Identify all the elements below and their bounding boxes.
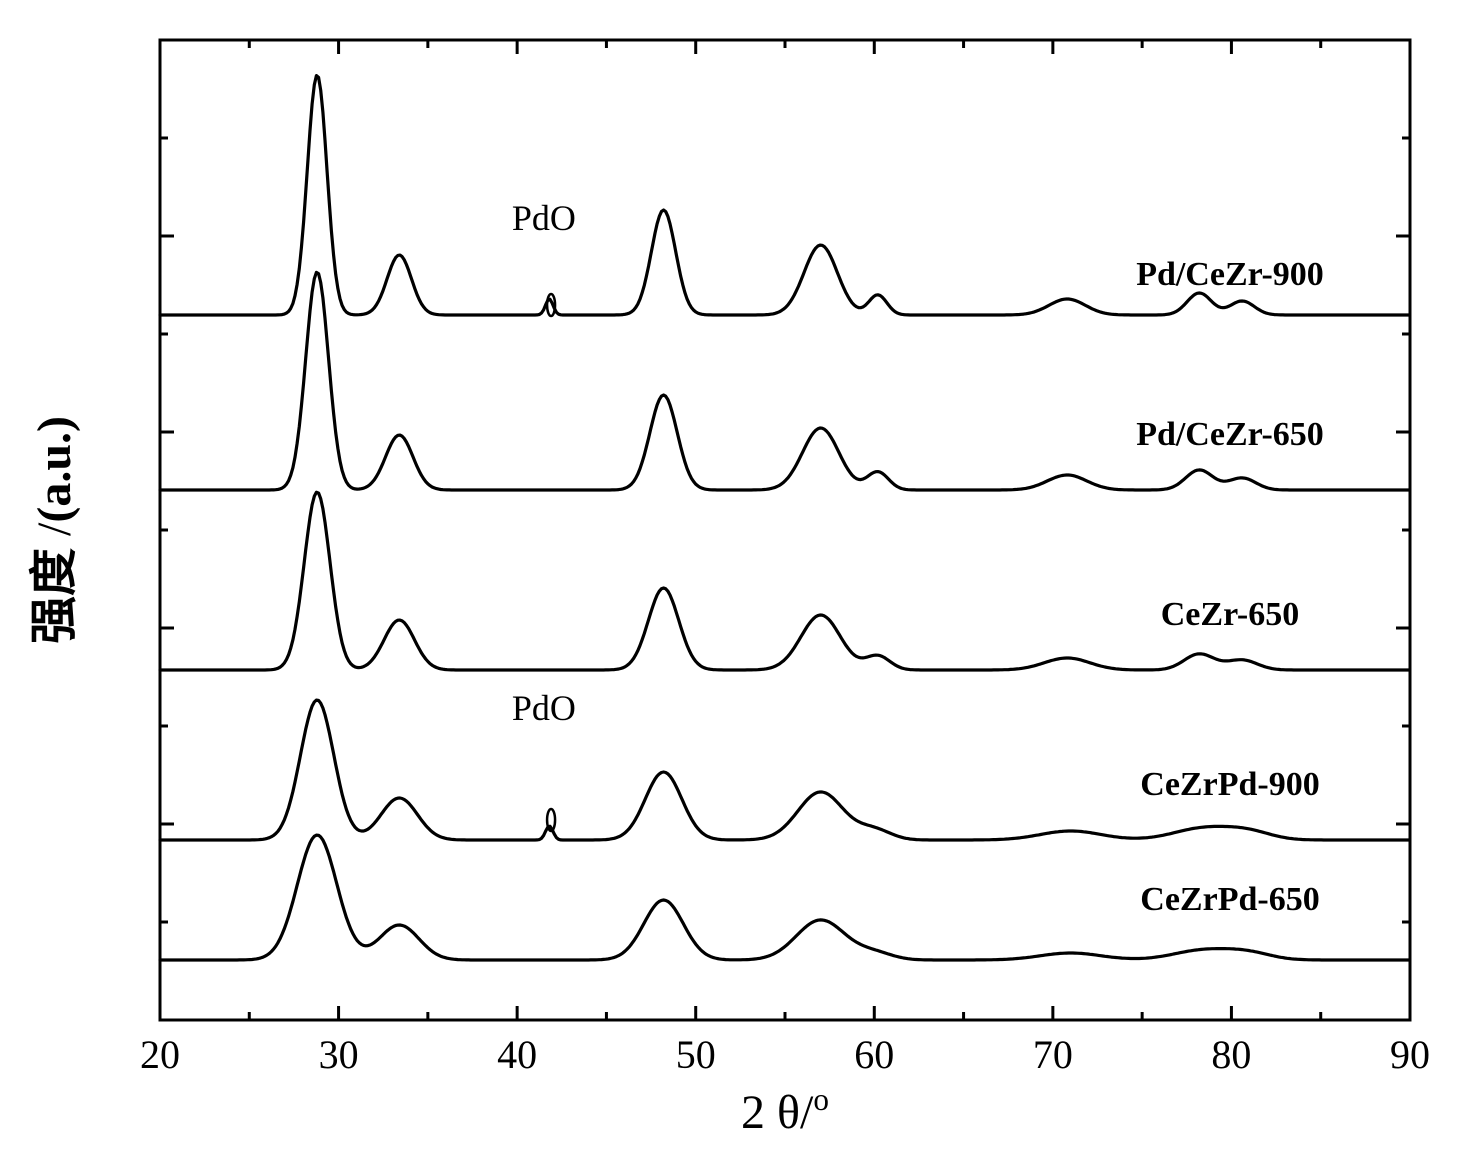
y-axis-title: 强度 /(a.u.) bbox=[28, 416, 81, 644]
x-tick-label: 40 bbox=[497, 1032, 537, 1077]
chart-svg: 20304050607080902 θ/o强度 /(a.u.)CeZrPd-65… bbox=[0, 0, 1468, 1164]
annotation-pdo: PdO bbox=[512, 198, 576, 238]
x-tick-label: 90 bbox=[1390, 1032, 1430, 1077]
series-label: CeZrPd-650 bbox=[1140, 881, 1319, 918]
series-label: Pd/CeZr-900 bbox=[1136, 256, 1324, 293]
series-label: CeZrPd-900 bbox=[1140, 766, 1319, 803]
x-tick-label: 30 bbox=[319, 1032, 359, 1077]
x-tick-label: 70 bbox=[1033, 1032, 1073, 1077]
series-label: CeZr-650 bbox=[1161, 596, 1299, 633]
series-label: Pd/CeZr-650 bbox=[1136, 416, 1324, 453]
annotation-pdo: PdO bbox=[512, 688, 576, 728]
x-tick-label: 20 bbox=[140, 1032, 180, 1077]
x-tick-label: 50 bbox=[676, 1032, 716, 1077]
xrd-chart: 20304050607080902 θ/o强度 /(a.u.)CeZrPd-65… bbox=[0, 0, 1468, 1164]
x-tick-label: 60 bbox=[854, 1032, 894, 1077]
x-tick-label: 80 bbox=[1211, 1032, 1251, 1077]
